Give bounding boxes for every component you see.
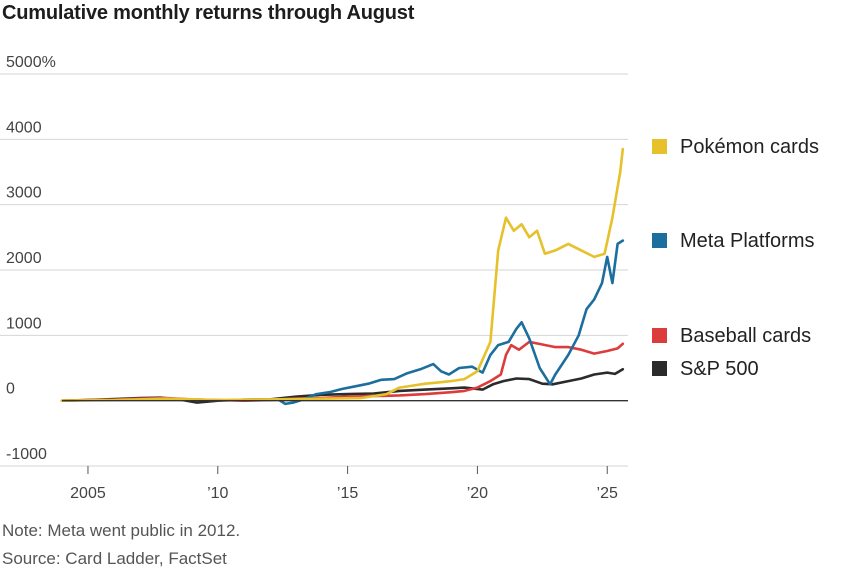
y-tick-label: 0 [6,381,15,398]
legend-label-s-p-500: S&P 500 [680,358,759,380]
legend-swatch-s-p-500 [652,361,667,376]
legend: Pokémon cards Meta Platforms Baseball card… [652,136,819,380]
x-axis-ticks: 2005 ’10 ’15 ’20 ’25 [70,466,618,502]
legend-swatch-meta-platforms [652,233,667,248]
x-tick-label: 2005 [70,485,106,502]
legend-label-pok-mon-cards: Pokémon cards [680,136,819,158]
x-tick-label: ’10 [207,485,228,502]
legend-label-meta-platforms: Meta Platforms [680,230,814,252]
series-line-baseball-cards [60,340,625,402]
y-tick-label: 3000 [6,185,42,202]
x-tick-label: ’20 [467,485,488,502]
legend-swatch-pok-mon-cards [652,139,667,154]
series-line-meta-platforms [278,239,625,406]
y-tick-label: -1000 [6,446,47,463]
series-lines [60,147,628,406]
chart-title: Cumulative monthly returns through Augus… [2,2,415,24]
y-tick-label: 5000% [6,54,56,71]
legend-label-baseball-cards: Baseball cards [680,325,811,347]
chart-source: Source: Card Ladder, FactSet [2,549,227,568]
series-line-pok-mon-cards [60,147,625,402]
y-axis-ticks: 5000% 4000 3000 2000 1000 0 -1000 [6,54,56,463]
y-tick-label: 2000 [6,250,42,267]
x-tick-label: ’25 [597,485,618,502]
y-tick-label: 1000 [6,315,42,332]
y-tick-label: 4000 [6,119,42,136]
gridlines [0,73,628,467]
x-tick-label: ’15 [337,485,358,502]
legend-swatch-baseball-cards [652,328,667,343]
chart-note: Note: Meta went public in 2012. [2,521,241,540]
